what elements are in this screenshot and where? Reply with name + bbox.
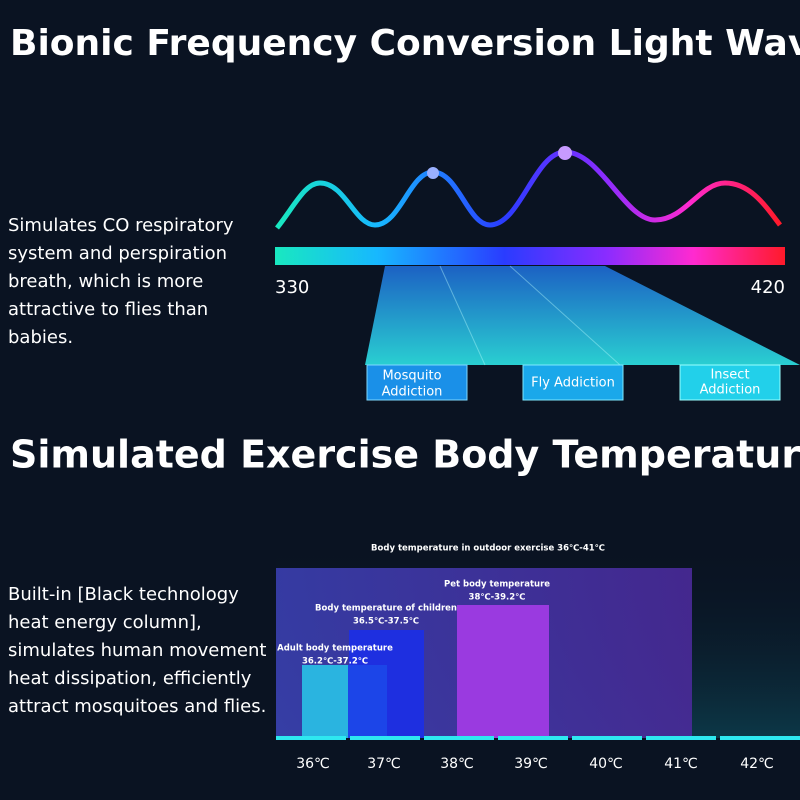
description-line: heat energy column], — [8, 612, 202, 633]
bar-label: Pet body temperature — [444, 580, 550, 590]
tag — [522, 364, 624, 401]
beam-lines — [439, 265, 621, 366]
axis-label: 39℃ — [514, 756, 548, 772]
tag-text: Insect — [710, 368, 749, 383]
bar-range: 36.2℃-37.2℃ — [302, 657, 368, 667]
axis-label: 38℃ — [440, 756, 474, 772]
tag — [366, 364, 468, 401]
tag-text: Addiction — [382, 385, 443, 400]
tag — [679, 364, 781, 401]
bar-range: 38℃-39.2℃ — [469, 593, 526, 603]
description-line: attractive to flies than — [8, 299, 208, 320]
axis-label: 42℃ — [740, 756, 774, 772]
description-line: heat dissipation, efficiently — [8, 668, 252, 689]
bar-label: Body temperature of children — [315, 604, 457, 614]
tag-text: Fly Addiction — [531, 376, 615, 391]
axis-label: 40℃ — [589, 756, 623, 772]
tag-text: Addiction — [700, 383, 761, 398]
bar-range: 36.5℃-37.5℃ — [353, 617, 419, 627]
scale-label: 420 — [751, 277, 785, 298]
description-line: babies. — [8, 327, 73, 348]
tag-text: Mosquito — [382, 369, 441, 384]
description-line: breath, which is more — [8, 271, 203, 292]
wave-dot — [558, 146, 572, 160]
scale-label: 330 — [275, 277, 309, 298]
description: Built-in [Black technology heat energy c… — [8, 584, 266, 717]
spectrum-bar — [275, 247, 785, 265]
temperature-bar — [302, 665, 348, 738]
description-line: attract mosquitoes and flies. — [8, 696, 266, 717]
temperature-bar — [348, 665, 387, 738]
axis-label: 36℃ — [296, 756, 330, 772]
wave-dot — [427, 167, 439, 179]
description-line: Simulates CO respiratory — [8, 215, 234, 236]
description-line: simulates human movement — [8, 640, 266, 661]
baseline — [276, 736, 800, 740]
section-title: Bionic Frequency Conversion Light Wave — [10, 23, 800, 64]
light-wave — [275, 149, 783, 230]
description-line: Built-in [Black technology — [8, 584, 239, 605]
axis-label: 37℃ — [367, 756, 401, 772]
description: Simulates CO respiratory system and pers… — [8, 215, 234, 348]
axis-label: 41℃ — [664, 756, 698, 772]
chart-title: Body temperature in outdoor exercise 36℃… — [371, 544, 605, 554]
bar-label: Adult body temperature — [277, 644, 393, 654]
section-title: Simulated Exercise Body Temperature — [10, 433, 800, 477]
light-beam — [365, 266, 800, 365]
temperature-bar — [457, 605, 549, 738]
description-line: system and perspiration — [8, 243, 227, 264]
